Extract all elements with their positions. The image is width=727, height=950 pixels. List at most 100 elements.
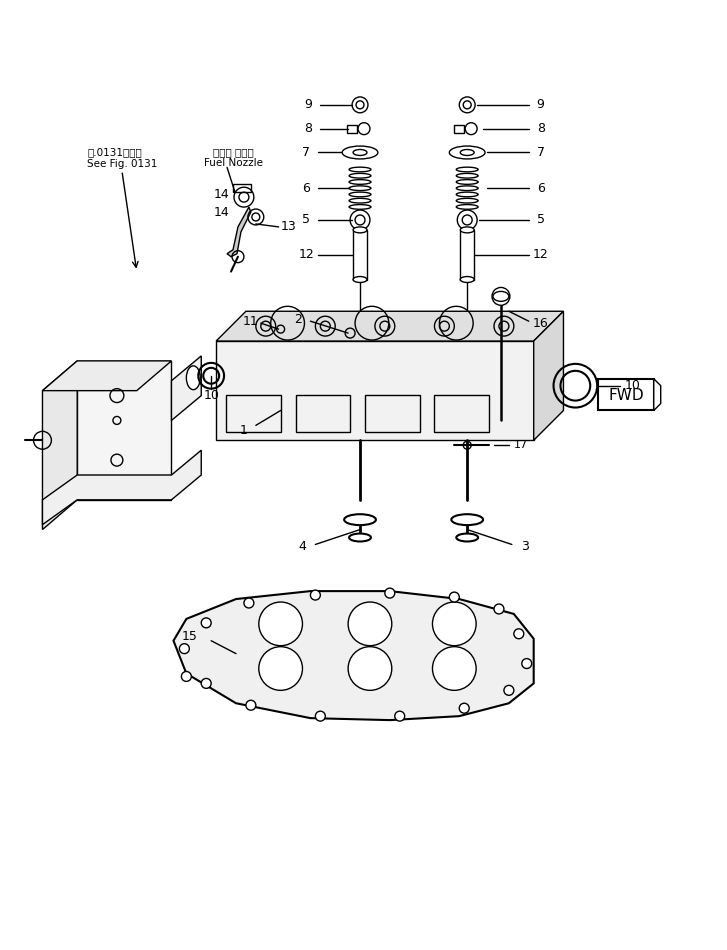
Ellipse shape — [349, 180, 371, 184]
Text: Fuel Nozzle: Fuel Nozzle — [204, 159, 262, 168]
Ellipse shape — [349, 204, 371, 209]
Circle shape — [182, 672, 191, 681]
Text: 9: 9 — [305, 99, 313, 111]
Text: 17: 17 — [514, 440, 528, 450]
Text: 16: 16 — [533, 316, 548, 330]
Polygon shape — [216, 312, 563, 341]
Text: 8: 8 — [537, 123, 545, 135]
Ellipse shape — [460, 227, 474, 233]
Bar — [295, 394, 350, 432]
Circle shape — [348, 602, 392, 646]
Circle shape — [259, 647, 302, 691]
Text: FWD: FWD — [608, 389, 644, 403]
Ellipse shape — [349, 534, 371, 542]
Ellipse shape — [457, 199, 478, 203]
Text: 7: 7 — [302, 146, 310, 159]
Ellipse shape — [349, 199, 371, 203]
Text: 15: 15 — [182, 630, 197, 643]
Text: 4: 4 — [299, 540, 306, 553]
Text: 2: 2 — [294, 313, 302, 326]
Ellipse shape — [349, 174, 371, 178]
Circle shape — [180, 644, 189, 654]
Text: 3: 3 — [521, 540, 529, 553]
Polygon shape — [42, 450, 201, 524]
Bar — [365, 394, 419, 432]
Text: 1: 1 — [240, 424, 248, 437]
Ellipse shape — [449, 146, 485, 159]
Ellipse shape — [457, 167, 478, 172]
Text: 14: 14 — [213, 188, 229, 200]
Text: 12: 12 — [299, 248, 314, 261]
Polygon shape — [174, 591, 534, 720]
Circle shape — [433, 602, 476, 646]
Circle shape — [385, 588, 395, 598]
Text: 7: 7 — [537, 146, 545, 159]
Text: 第.0131図参照: 第.0131図参照 — [87, 147, 142, 158]
Polygon shape — [654, 379, 661, 410]
Ellipse shape — [349, 186, 371, 191]
Ellipse shape — [349, 192, 371, 197]
Ellipse shape — [342, 146, 378, 159]
Circle shape — [201, 678, 211, 689]
Circle shape — [246, 700, 256, 711]
Ellipse shape — [457, 180, 478, 184]
Text: 10: 10 — [204, 390, 219, 402]
Ellipse shape — [457, 192, 478, 197]
Polygon shape — [172, 356, 201, 421]
Text: See Fig. 0131: See Fig. 0131 — [87, 160, 158, 169]
Bar — [353, 230, 367, 279]
Ellipse shape — [460, 276, 474, 282]
Circle shape — [504, 685, 514, 695]
Bar — [598, 379, 654, 410]
Text: 6: 6 — [537, 181, 545, 195]
Polygon shape — [216, 341, 534, 440]
Ellipse shape — [457, 204, 478, 209]
Circle shape — [395, 712, 405, 721]
Text: 5: 5 — [302, 214, 310, 226]
Bar — [226, 394, 281, 432]
Polygon shape — [227, 207, 251, 256]
Circle shape — [522, 658, 531, 669]
Ellipse shape — [186, 366, 200, 389]
Bar — [435, 394, 489, 432]
Circle shape — [310, 590, 321, 600]
Ellipse shape — [457, 534, 478, 542]
Ellipse shape — [353, 276, 367, 282]
Circle shape — [514, 629, 523, 638]
Circle shape — [201, 618, 211, 628]
Ellipse shape — [457, 174, 478, 178]
Bar — [454, 124, 465, 133]
Bar — [460, 230, 474, 279]
Text: 5: 5 — [537, 214, 545, 226]
Polygon shape — [534, 312, 563, 440]
Ellipse shape — [460, 149, 474, 156]
Text: 9: 9 — [537, 99, 545, 111]
Text: 12: 12 — [533, 248, 548, 261]
Circle shape — [316, 712, 325, 721]
Ellipse shape — [451, 514, 483, 525]
Text: 11: 11 — [243, 314, 259, 328]
Circle shape — [433, 647, 476, 691]
Bar — [347, 124, 357, 133]
Text: 10: 10 — [625, 379, 641, 392]
Polygon shape — [77, 361, 172, 500]
Circle shape — [348, 647, 392, 691]
Circle shape — [459, 703, 469, 713]
Circle shape — [244, 598, 254, 608]
Polygon shape — [42, 361, 77, 529]
Ellipse shape — [353, 227, 367, 233]
Text: フエル ノズル: フエル ノズル — [212, 147, 254, 158]
Polygon shape — [42, 361, 172, 390]
Text: 6: 6 — [302, 181, 310, 195]
Ellipse shape — [349, 167, 371, 172]
Text: 14: 14 — [213, 205, 229, 218]
Text: 13: 13 — [281, 220, 297, 234]
Text: 8: 8 — [305, 123, 313, 135]
Circle shape — [259, 602, 302, 646]
Bar — [233, 184, 251, 192]
Circle shape — [449, 592, 459, 602]
Ellipse shape — [344, 514, 376, 525]
Ellipse shape — [457, 186, 478, 191]
Circle shape — [492, 288, 510, 305]
Circle shape — [494, 604, 504, 614]
